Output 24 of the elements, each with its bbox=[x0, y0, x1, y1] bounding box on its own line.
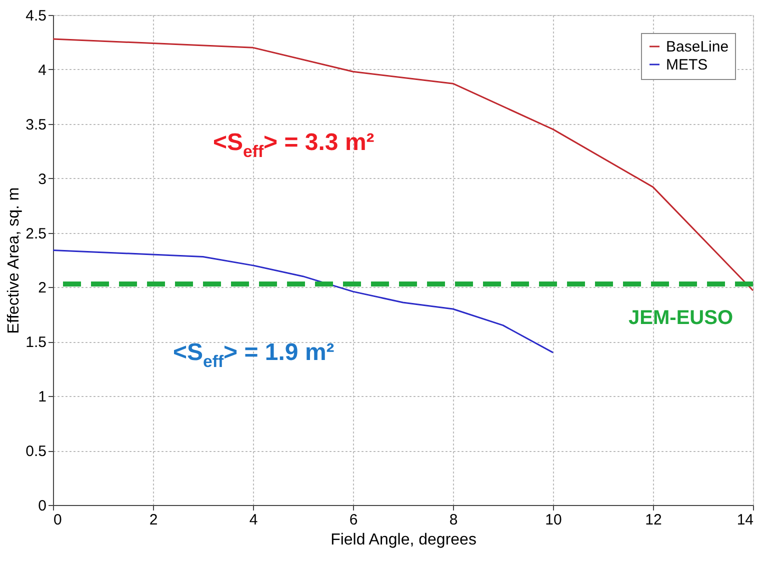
y-tick-label: 1 bbox=[38, 388, 46, 406]
x-axis-title: Field Angle, degrees bbox=[330, 532, 476, 548]
x-tick-label: 8 bbox=[449, 512, 458, 528]
x-tick-label: 10 bbox=[545, 512, 562, 528]
y-tick-label: 0.5 bbox=[26, 443, 46, 460]
y-tick-label: 4.5 bbox=[26, 8, 46, 24]
x-tick-label: 0 bbox=[54, 512, 62, 528]
x-tick-label: 12 bbox=[645, 512, 662, 528]
y-tick-label: 4 bbox=[38, 62, 46, 79]
x-tick-label: 2 bbox=[149, 512, 158, 528]
y-tick-label: 3.5 bbox=[26, 116, 46, 134]
y-tick-label: 1.5 bbox=[26, 334, 46, 352]
ref-line-label: JEM-EUSO bbox=[628, 306, 733, 329]
legend-label: BaseLine bbox=[666, 38, 729, 56]
y-tick-label: 0 bbox=[38, 498, 46, 514]
y-tick-label: 2 bbox=[38, 280, 46, 297]
x-tick-label: 6 bbox=[349, 512, 358, 528]
y-axis-title: Effective Area, sq. m bbox=[6, 187, 23, 334]
x-tick-label: 4 bbox=[249, 512, 258, 528]
legend-label: METS bbox=[666, 56, 708, 74]
y-tick-label: 3 bbox=[38, 170, 46, 188]
line-series bbox=[52, 38, 754, 292]
x-tick-label: 14 bbox=[736, 512, 754, 528]
y-tick-label: 2.5 bbox=[26, 225, 46, 242]
